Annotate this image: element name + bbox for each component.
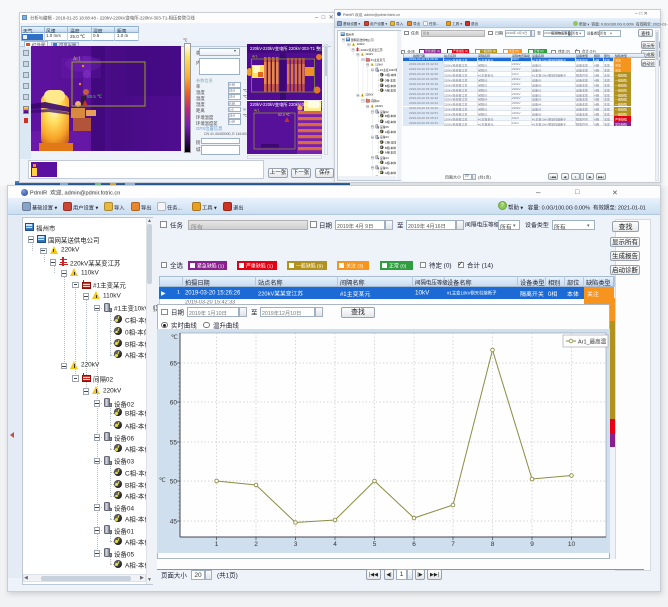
svg-text:Ar1: Ar1 (73, 57, 81, 63)
svg-text:5: 5 (373, 541, 377, 548)
svg-text:220kV-220kV变电所 220kV-303-T1 整压: 220kV-220kV变电所 220kV-303-T1 整压器增套本体 (250, 45, 322, 52)
svg-text:220kV-220kV变电所 220kV-303-T1 整压: 220kV-220kV变电所 220kV-303-T1 整压器间隔 (250, 101, 322, 108)
svg-text:3: 3 (294, 541, 298, 548)
svg-text:45: 45 (170, 519, 178, 526)
svg-text:℃: ℃ (171, 335, 178, 341)
svg-text:8: 8 (491, 541, 495, 548)
svg-text:1: 1 (215, 541, 219, 548)
svg-text:2: 2 (254, 541, 258, 548)
svg-text:50: 50 (170, 479, 178, 486)
svg-text:4: 4 (333, 541, 337, 548)
svg-text:Ar1_最高温: Ar1_最高温 (578, 338, 607, 346)
svg-text:℃: ℃ (159, 478, 166, 484)
svg-text:65: 65 (170, 361, 178, 368)
svg-text:9: 9 (530, 541, 534, 548)
svg-text:Ar1: Ar1 (252, 55, 258, 59)
svg-text:88.5 ℃: 88.5 ℃ (87, 94, 103, 99)
svg-text:7: 7 (451, 541, 455, 548)
svg-text:52.0 ℃: 52.0 ℃ (278, 113, 291, 117)
svg-text:60: 60 (170, 400, 178, 407)
svg-text:55: 55 (170, 440, 178, 447)
svg-text:6: 6 (412, 541, 416, 548)
svg-text:10: 10 (568, 541, 576, 548)
svg-text:Ar1: Ar1 (254, 109, 260, 113)
